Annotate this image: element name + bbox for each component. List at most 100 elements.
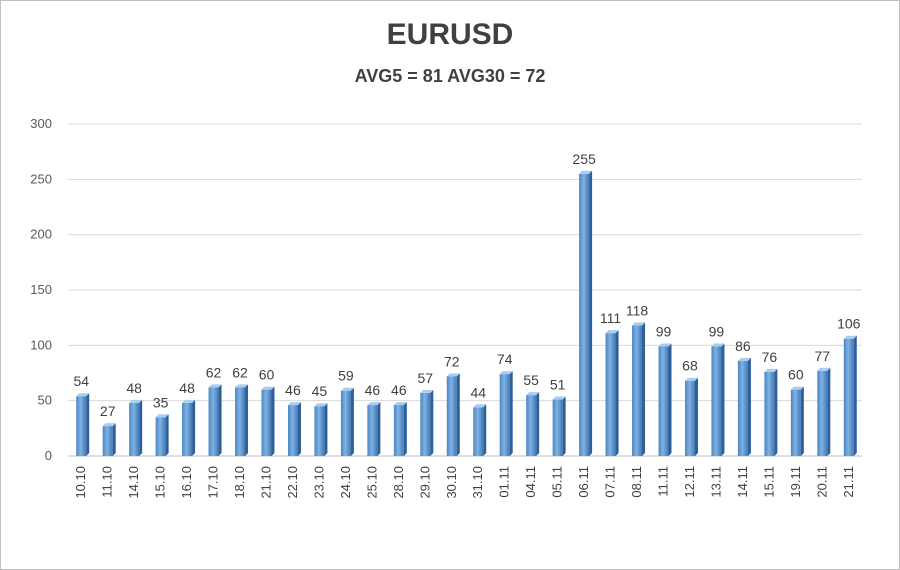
bar-side	[589, 170, 593, 457]
bar-front	[129, 402, 140, 456]
x-tick-label: 11.11	[656, 466, 671, 497]
y-tick-label: 150	[30, 282, 52, 297]
x-tick-label: 31.10	[470, 466, 485, 499]
data-label: 77	[815, 348, 831, 364]
x-tick-label: 20.11	[814, 466, 829, 498]
bar-front	[764, 371, 775, 456]
data-label: 48	[126, 380, 142, 396]
y-tick-label: 250	[30, 171, 52, 186]
bar-top	[182, 399, 196, 403]
data-label: 68	[682, 358, 698, 374]
bar-25.10	[367, 402, 381, 456]
bar-18.10	[235, 384, 249, 456]
x-tick-label: 14.10	[126, 466, 141, 499]
chart-subtitle: AVG5 = 81 AVG30 = 72	[354, 66, 546, 86]
bar-top	[473, 404, 487, 408]
y-tick-label: 50	[38, 393, 52, 408]
x-tick-label: 22.10	[285, 466, 300, 499]
x-tick-label: 06.11	[576, 466, 591, 498]
bars	[76, 170, 857, 457]
x-tick-label: 17.10	[206, 466, 221, 499]
x-tick-label: 15.11	[761, 466, 776, 498]
x-tick-label: 05.11	[550, 466, 565, 498]
data-label: 255	[572, 151, 596, 167]
x-tick-label: 08.11	[629, 466, 644, 498]
bar-15.10	[155, 414, 169, 456]
bar-21.11	[843, 335, 857, 456]
bar-front	[182, 402, 193, 456]
bar-side	[297, 402, 301, 456]
data-label: 51	[550, 377, 566, 393]
bar-15.11	[764, 368, 778, 456]
bar-side	[483, 404, 487, 456]
bar-top	[684, 377, 698, 381]
data-label: 76	[762, 349, 778, 365]
bar-top	[102, 423, 116, 427]
data-label: 46	[285, 382, 301, 398]
bar-top	[446, 373, 460, 377]
bar-side	[245, 384, 249, 456]
bar-side	[192, 399, 196, 456]
data-label: 45	[312, 383, 328, 399]
bar-front	[684, 380, 695, 456]
bar-side	[139, 399, 143, 456]
bar-front	[817, 370, 828, 456]
bar-top	[235, 384, 249, 388]
bar-top	[711, 343, 725, 347]
x-axis: 10.10 11.10 14.10 15.10 16.10 17.10 18.10 21.10…	[73, 466, 856, 499]
data-label: 72	[444, 353, 460, 369]
bar-top	[208, 384, 222, 388]
bar-30.10	[446, 373, 460, 456]
bar-top	[287, 402, 301, 406]
bar-front	[843, 338, 854, 456]
bar-14.10	[129, 399, 143, 456]
bar-24.10	[340, 387, 354, 456]
bar-side	[668, 343, 672, 456]
bar-front	[605, 333, 616, 456]
bar-front	[446, 376, 457, 456]
bar-top	[261, 386, 275, 390]
data-label: 74	[497, 351, 513, 367]
bar-front	[208, 387, 219, 456]
bar-top	[632, 322, 646, 326]
data-label: 60	[259, 367, 275, 383]
bar-front	[393, 405, 404, 456]
bar-23.10	[314, 403, 328, 456]
data-label: 118	[626, 302, 649, 318]
bar-front	[155, 417, 166, 456]
bar-side	[509, 371, 513, 456]
data-label: 48	[179, 380, 195, 396]
x-tick-label: 19.11	[788, 466, 803, 498]
bar-front	[340, 390, 351, 456]
bar-front	[76, 396, 87, 456]
x-tick-label: 13.11	[708, 466, 723, 498]
bar-side	[853, 335, 857, 456]
bar-top	[658, 343, 672, 347]
bar-front	[367, 405, 378, 456]
x-tick-label: 28.10	[391, 466, 406, 499]
gridlines	[68, 123, 862, 457]
bar-side	[350, 387, 354, 456]
bar-top	[737, 357, 751, 361]
data-label: 54	[73, 373, 89, 389]
bar-side	[642, 322, 646, 456]
bar-29.10	[420, 389, 434, 456]
bar-10.10	[76, 393, 90, 456]
bar-top	[129, 399, 143, 403]
bar-20.11	[817, 367, 831, 456]
bar-16.10	[182, 399, 196, 456]
data-label: 86	[735, 338, 751, 354]
x-tick-label: 12.11	[682, 466, 697, 498]
bar-front	[552, 399, 563, 456]
data-label: 99	[656, 323, 672, 339]
bar-31.10	[473, 404, 487, 456]
bar-side	[165, 414, 169, 456]
data-label: 60	[788, 367, 804, 383]
y-tick-label: 100	[30, 337, 52, 352]
bar-front	[420, 392, 431, 456]
x-tick-label: 18.10	[232, 466, 247, 499]
bar-top	[605, 330, 619, 334]
chart-title: EURUSD	[386, 18, 514, 51]
bar-front	[632, 325, 643, 456]
bar-01.11	[499, 371, 513, 456]
